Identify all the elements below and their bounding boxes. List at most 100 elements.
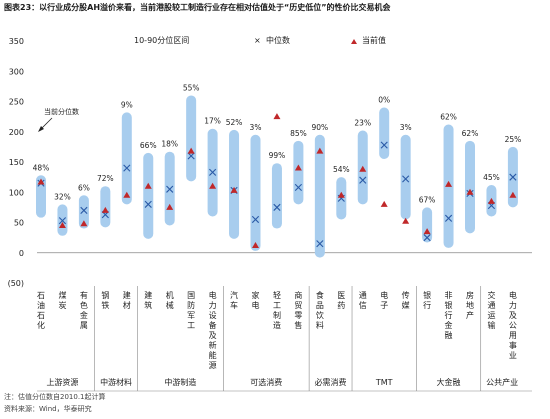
median-marker <box>423 234 431 242</box>
range-bar <box>314 134 325 258</box>
range-bar <box>143 152 154 239</box>
category-label: 医药 <box>337 291 345 310</box>
legend: 10-90分位区间 × 中位数 当前值 <box>134 35 386 45</box>
current-marker <box>166 203 174 210</box>
median-marker-stroke <box>423 234 431 242</box>
category-label: 机械 <box>166 290 174 310</box>
category-label: 商贸零售 <box>294 290 302 330</box>
category-label: 交通运输 <box>487 290 495 330</box>
percentile-label: 62% <box>440 112 457 121</box>
legend-median-label: 中位数 <box>266 35 290 45</box>
median-marker-stroke <box>402 175 410 183</box>
range-bar <box>271 163 282 229</box>
category-label: 电子 <box>380 290 388 310</box>
group-label: 中游制造 <box>164 377 196 387</box>
percentile-label: 99% <box>269 151 286 160</box>
percentile-label: 9% <box>121 100 133 109</box>
median-marker-stroke <box>273 203 281 211</box>
median-marker <box>509 173 517 181</box>
category-label: 通信 <box>359 290 367 310</box>
y-tick-label: 300 <box>9 67 24 76</box>
current-marker <box>123 191 131 198</box>
y-tick-label: 350 <box>9 37 24 46</box>
category-label: 石油石化 <box>37 291 45 330</box>
median-marker-stroke <box>80 206 88 214</box>
median-marker-stroke <box>380 141 388 149</box>
range-bar <box>121 112 132 205</box>
median-marker <box>123 164 131 172</box>
legend-median-marker: × <box>254 36 261 45</box>
current-marker <box>337 191 345 198</box>
median-marker <box>294 183 302 191</box>
group-label: TMT <box>375 378 393 387</box>
median-marker <box>359 176 367 184</box>
annotation-arrow-head <box>38 126 44 132</box>
current-marker <box>58 222 66 229</box>
median-marker-stroke <box>359 176 367 184</box>
current-marker <box>80 220 88 227</box>
group-label: 中游材料 <box>100 377 132 387</box>
median-marker-stroke <box>209 168 217 176</box>
median-marker <box>380 141 388 149</box>
median-marker <box>273 203 281 211</box>
percentile-label: 62% <box>462 129 479 138</box>
current-marker <box>509 191 517 198</box>
percentile-label: 52% <box>226 118 243 127</box>
category-label: 煤炭 <box>58 290 66 310</box>
range-bar <box>465 140 475 234</box>
category-label: 传媒 <box>402 290 410 310</box>
current-marker <box>101 206 109 213</box>
median-marker <box>144 200 152 208</box>
current-marker <box>316 147 324 154</box>
y-tick-label: (50) <box>8 279 24 288</box>
y-tick-label: 0 <box>19 249 24 258</box>
median-marker <box>80 206 88 214</box>
percentile-label: 85% <box>290 129 307 138</box>
category-label: 钢铁 <box>101 290 109 310</box>
category-label: 非银行金融 <box>445 290 453 340</box>
current-marker <box>144 182 152 189</box>
percentile-label: 23% <box>354 119 371 128</box>
current-marker <box>466 188 474 195</box>
current-marker <box>380 200 388 207</box>
median-marker <box>166 185 174 193</box>
category-label: 银行 <box>423 290 431 310</box>
current-marker <box>273 113 281 120</box>
percentile-label: 48% <box>33 163 50 172</box>
y-tick-label: 50 <box>14 219 24 228</box>
footnote: 注：估值分位数自2010.1起计算 <box>4 392 106 401</box>
median-marker-stroke <box>444 214 453 222</box>
legend-current-label: 当前值 <box>362 35 386 45</box>
median-marker-stroke <box>144 200 152 208</box>
current-marker <box>209 182 217 189</box>
range-bar <box>250 134 261 251</box>
percentile-label: 66% <box>140 141 157 150</box>
y-tick-label: 200 <box>9 128 24 137</box>
range-bar <box>100 186 111 228</box>
current-marker <box>37 178 45 185</box>
current-marker <box>359 165 367 172</box>
percentile-annotation: 当前分位数 <box>38 107 79 132</box>
source-note: 资料来源：Wind，华泰研究 <box>4 404 92 413</box>
legend-range-label: 10-90分位区间 <box>134 35 189 45</box>
category-label: 电力及公用事业 <box>509 290 517 360</box>
percentile-label: 3% <box>250 123 262 132</box>
range-bar <box>78 195 89 229</box>
median-marker <box>251 215 260 224</box>
median-marker <box>316 240 324 248</box>
median-marker <box>187 152 195 160</box>
category-label: 电力设备及新能源 <box>209 290 217 370</box>
median-marker <box>402 175 410 183</box>
category-label: 建材 <box>123 290 131 310</box>
median-marker <box>444 214 453 222</box>
current-marker <box>294 164 302 171</box>
range-bar <box>293 140 304 205</box>
y-tick-label: 100 <box>9 188 24 197</box>
percentile-label: 54% <box>333 165 350 174</box>
current-marker <box>445 180 453 187</box>
group-label: 可选消费 <box>250 377 282 387</box>
range-bar <box>186 95 197 182</box>
category-label: 汽车 <box>230 290 238 310</box>
range-bar <box>400 134 411 220</box>
